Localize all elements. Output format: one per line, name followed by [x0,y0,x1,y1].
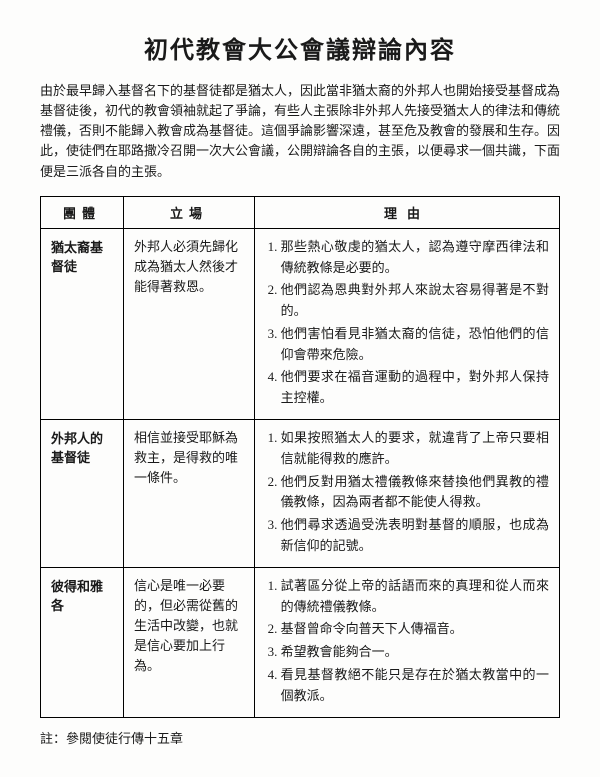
col-header-reason: 理由 [255,196,560,228]
reason-item: 他們尋求透過受洗表明對基督的順服，也成為新信仰的記號。 [281,515,549,557]
table-row: 彼得和雅各信心是唯一必要的，但必需從舊的生活中改變，也就是信心要加上行為。試著區… [41,567,560,717]
reason-list: 如果按照猶太人的要求，就違背了上帝只要相信就能得救的應許。他們反對用猶太禮儀教條… [265,428,549,557]
table-row: 猶太裔基督徒外邦人必須先歸化成為猶太人然後才能得著救恩。那些熱心敬虔的猶太人，認… [41,228,560,419]
debate-table: 團體 立場 理由 猶太裔基督徒外邦人必須先歸化成為猶太人然後才能得著救恩。那些熱… [40,196,560,718]
reason-item: 他們反對用猶太禮儀教條來替換他們異教的禮儀教條，因為兩者都不能使人得救。 [281,472,549,514]
cell-group: 彼得和雅各 [41,567,124,717]
cell-reason: 如果按照猶太人的要求，就違背了上帝只要相信就能得救的應許。他們反對用猶太禮儀教條… [255,420,560,568]
cell-stance: 外邦人必須先歸化成為猶太人然後才能得著救恩。 [124,228,255,419]
reason-item: 看見基督教絕不能只是存在於猶太教當中的一個教派。 [281,665,549,707]
page-title: 初代教會大公會議辯論內容 [40,30,560,65]
reason-item: 基督曾命令向普天下人傳福音。 [281,619,549,640]
reason-item: 他們要求在福音運動的過程中，對外邦人保持主控權。 [281,367,549,409]
reason-list: 試著區分從上帝的話語而來的真理和從人而來的傳統禮儀教條。基督曾命令向普天下人傳福… [265,576,549,707]
reason-item: 那些熱心敬虔的猶太人，認為遵守摩西律法和傳統教條是必要的。 [281,237,549,279]
reason-item: 他們害怕看見非猶太裔的信徒，恐怕他們的信仰會帶來危險。 [281,324,549,366]
intro-paragraph: 由於最早歸入基督名下的基督徒都是猶太人，因此當非猶太裔的外邦人也開始接受基督成為… [40,81,560,182]
cell-reason: 那些熱心敬虔的猶太人，認為遵守摩西律法和傳統教條是必要的。他們認為恩典對外邦人來… [255,228,560,419]
cell-group: 外邦人的基督徒 [41,420,124,568]
col-header-stance: 立場 [124,196,255,228]
reason-item: 試著區分從上帝的話語而來的真理和從人而來的傳統禮儀教條。 [281,576,549,618]
cell-stance: 信心是唯一必要的，但必需從舊的生活中改變，也就是信心要加上行為。 [124,567,255,717]
cell-group: 猶太裔基督徒 [41,228,124,419]
cell-reason: 試著區分從上帝的話語而來的真理和從人而來的傳統禮儀教條。基督曾命令向普天下人傳福… [255,567,560,717]
col-header-group: 團體 [41,196,124,228]
cell-stance: 相信並接受耶穌為救主，是得救的唯一條件。 [124,420,255,568]
reason-item: 他們認為恩典對外邦人來說太容易得著是不對的。 [281,280,549,322]
reason-list: 那些熱心敬虔的猶太人，認為遵守摩西律法和傳統教條是必要的。他們認為恩典對外邦人來… [265,237,549,409]
footnote: 註：參閱使徒行傳十五章 [40,728,560,747]
reason-item: 如果按照猶太人的要求，就違背了上帝只要相信就能得救的應許。 [281,428,549,470]
reason-item: 希望教會能夠合一。 [281,642,549,663]
table-row: 外邦人的基督徒相信並接受耶穌為救主，是得救的唯一條件。如果按照猶太人的要求，就違… [41,420,560,568]
